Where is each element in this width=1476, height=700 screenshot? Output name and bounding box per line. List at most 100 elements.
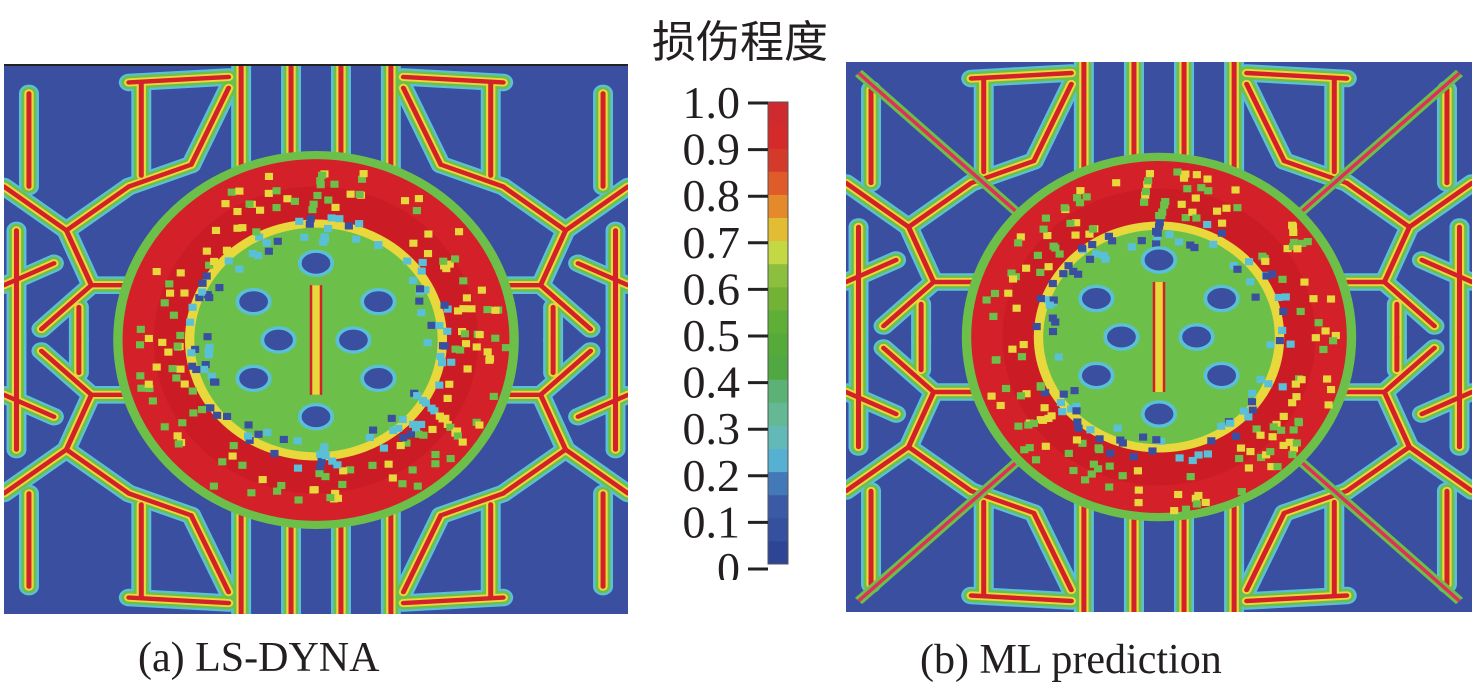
- damage-speckle: [1088, 240, 1097, 249]
- low-damage-spot: [360, 287, 397, 316]
- crack-line: [1406, 444, 1472, 494]
- damage-speckle: [1089, 460, 1098, 468]
- damage-speckle: [1181, 170, 1190, 178]
- damage-speckle: [447, 358, 456, 366]
- colorbar-band: [768, 471, 788, 496]
- crack-line: [63, 447, 132, 496]
- damage-speckle: [1289, 238, 1299, 246]
- crack-line: [188, 85, 232, 167]
- damage-speckle: [443, 327, 452, 335]
- damage-speckle: [1078, 439, 1087, 447]
- damage-speckle: [1016, 392, 1026, 400]
- damage-speckle: [462, 294, 471, 302]
- damage-speckle: [247, 489, 256, 497]
- damage-speckle: [327, 214, 336, 222]
- crack-line: [1244, 510, 1287, 593]
- colorbar-tick-label: 0.6: [683, 263, 741, 314]
- damage-speckle: [443, 394, 452, 402]
- damage-speckle: [1288, 399, 1297, 407]
- damage-speckle: [1088, 225, 1097, 233]
- damage-speckle: [188, 303, 197, 311]
- damage-speckle: [423, 339, 432, 347]
- low-damage-spot: [297, 249, 335, 277]
- damage-speckle: [387, 414, 396, 422]
- damage-speckle: [1229, 262, 1238, 270]
- damage-speckle: [446, 423, 455, 431]
- damage-speckle: [1020, 446, 1029, 454]
- colorbar-band: [768, 379, 788, 403]
- damage-speckle: [982, 296, 991, 304]
- damage-speckle: [1258, 252, 1267, 260]
- damage-speckle: [1277, 426, 1286, 434]
- damage-speckle: [316, 450, 325, 458]
- damage-speckle: [1113, 424, 1122, 432]
- damage-speckle: [1070, 387, 1079, 395]
- damage-speckle: [1095, 446, 1104, 454]
- damage-speckle: [1038, 416, 1048, 424]
- crack-line: [63, 228, 94, 288]
- damage-speckle: [195, 294, 204, 302]
- colorbar-tick-label: 0.3: [683, 403, 741, 454]
- damage-speckle: [1056, 398, 1066, 407]
- low-damage-spot: [1078, 361, 1115, 390]
- damage-speckle: [1060, 204, 1069, 212]
- damage-speckle: [406, 430, 416, 438]
- center-crack-core: [312, 285, 320, 395]
- damage-speckle: [335, 215, 344, 223]
- damage-speckle: [1192, 500, 1201, 508]
- damage-speckle: [1129, 453, 1138, 461]
- damage-speckle: [1292, 439, 1301, 447]
- damage-speckle: [319, 238, 328, 246]
- colorbar-band: [768, 540, 788, 565]
- damage-speckle: [1188, 208, 1197, 216]
- damage-speckle: [338, 480, 347, 489]
- damage-speckle: [1181, 505, 1191, 513]
- damage-speckle: [989, 312, 998, 320]
- damage-speckle: [346, 466, 355, 474]
- damage-speckle: [1297, 376, 1306, 384]
- damage-speckle: [428, 425, 437, 434]
- crack-line: [846, 257, 899, 285]
- damage-speckle: [1059, 390, 1068, 398]
- damage-speckle: [1319, 345, 1328, 354]
- damage-speckle: [1025, 444, 1034, 452]
- damage-speckle: [324, 196, 333, 204]
- damage-speckle: [1081, 476, 1090, 484]
- damage-speckle: [1139, 433, 1148, 441]
- damage-speckle: [402, 439, 411, 447]
- damage-speckle: [1040, 404, 1049, 412]
- damage-speckle: [317, 457, 326, 465]
- damage-speckle: [454, 228, 464, 236]
- damage-speckle: [1087, 470, 1096, 478]
- colorbar-band: [768, 333, 788, 357]
- damage-speckle: [227, 188, 236, 196]
- crack-line: [63, 184, 132, 233]
- damage-speckle: [1031, 456, 1041, 464]
- damage-speckle: [459, 305, 468, 313]
- damage-speckle: [1248, 389, 1257, 397]
- damage-speckle: [316, 177, 325, 185]
- crack-line: [538, 283, 594, 332]
- damage-speckle: [1127, 243, 1136, 251]
- damage-speckle: [456, 346, 465, 354]
- colorbar-band: [768, 494, 788, 519]
- damage-speckle: [1192, 171, 1201, 179]
- damage-speckle: [1289, 444, 1299, 453]
- crack-line: [1031, 81, 1074, 164]
- damage-speckle: [1203, 220, 1212, 229]
- damage-speckle: [379, 444, 388, 452]
- damage-speckle: [987, 392, 996, 400]
- damage-speckle: [1085, 230, 1094, 238]
- damage-speckle: [446, 455, 455, 463]
- damage-speckle: [1029, 419, 1038, 427]
- damage-speckle: [996, 401, 1005, 410]
- damage-speckle: [459, 277, 468, 285]
- damage-speckle: [1329, 337, 1338, 345]
- damage-speckle: [1264, 380, 1273, 388]
- damage-speckle: [1108, 237, 1117, 245]
- crack-line: [538, 228, 569, 288]
- damage-speckle: [1281, 293, 1290, 301]
- damage-speckle: [388, 474, 397, 482]
- damage-speckle: [1072, 407, 1081, 415]
- damage-speckle: [316, 181, 325, 189]
